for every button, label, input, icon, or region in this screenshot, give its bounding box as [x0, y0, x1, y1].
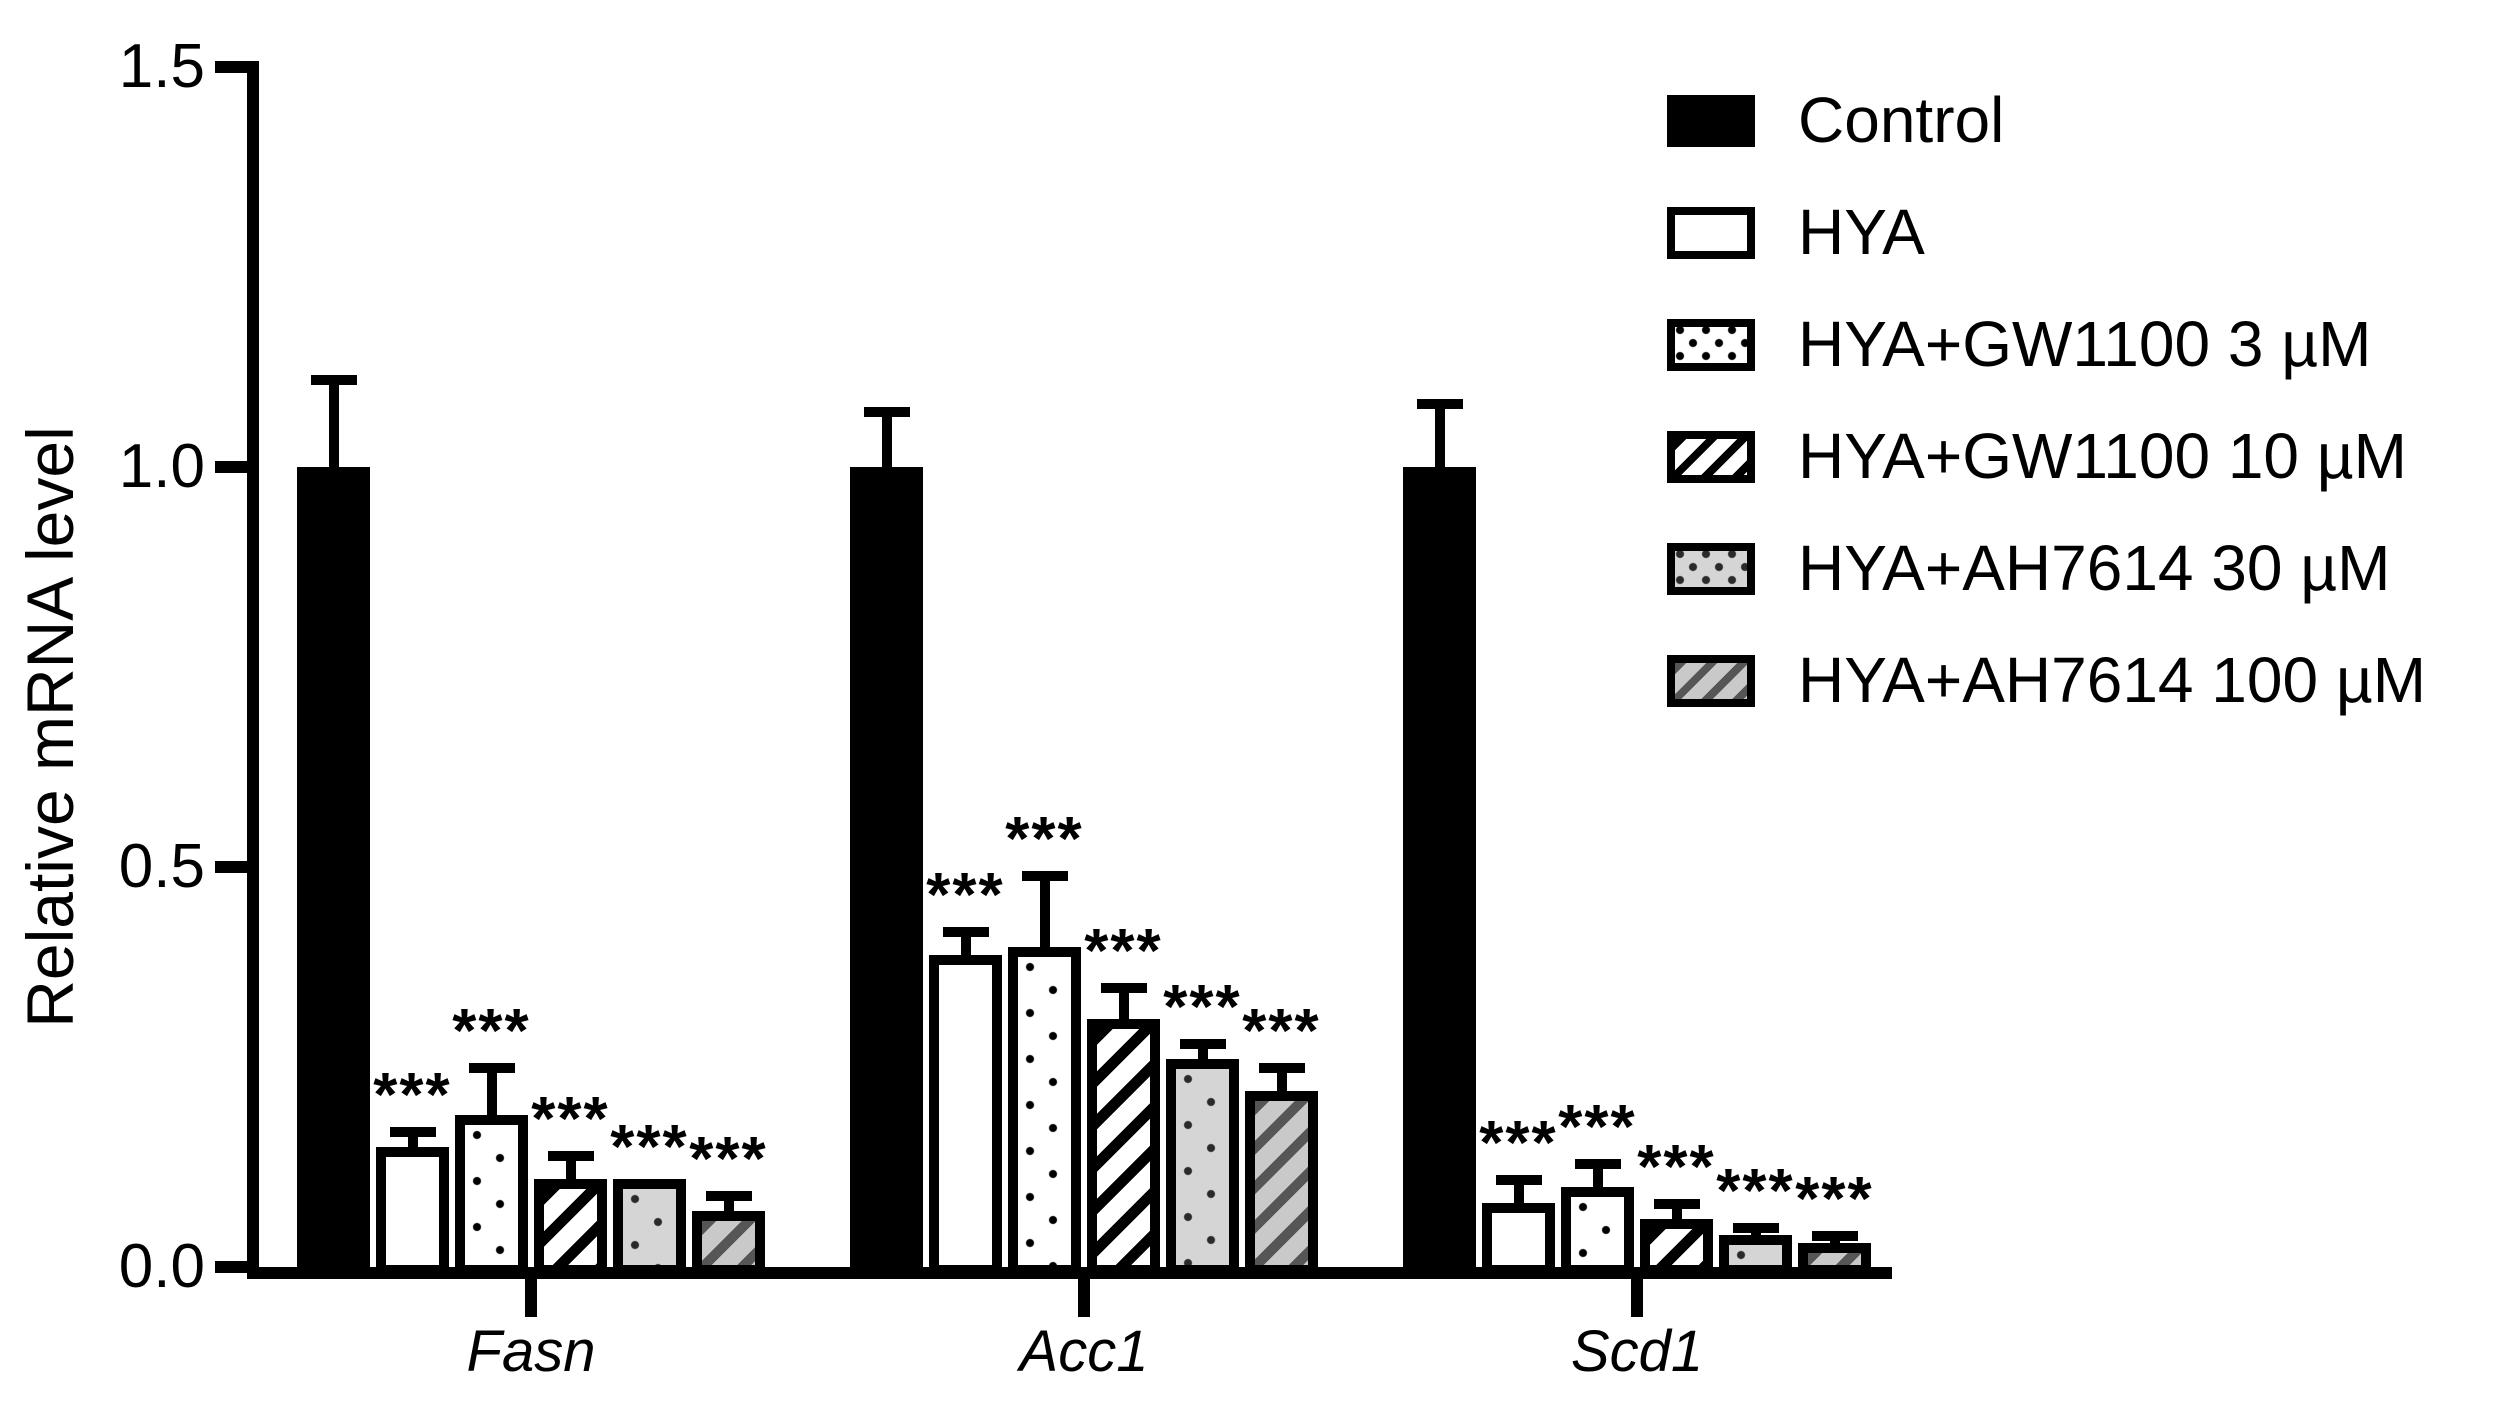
error-bar-cap — [1732, 1223, 1779, 1233]
x-tick — [1631, 1279, 1643, 1317]
x-category-label: Acc1 — [1019, 1319, 1149, 1384]
y-axis-line — [247, 61, 259, 1279]
significance-stars: *** — [926, 861, 1005, 930]
significance-stars: *** — [1795, 1165, 1874, 1234]
error-bar-stem — [1434, 403, 1445, 467]
error-bar-cap — [1653, 1199, 1700, 1209]
legend-swatch — [1667, 319, 1755, 371]
y-tick-label: 1.5 — [118, 32, 205, 101]
error-bar-cap — [547, 1151, 594, 1161]
bar — [376, 1147, 449, 1275]
significance-stars: *** — [373, 1061, 452, 1130]
y-tick — [215, 461, 253, 473]
legend-swatch — [1667, 207, 1755, 259]
significance-stars: *** — [610, 1113, 689, 1182]
error-bar-cap — [1811, 1231, 1858, 1241]
error-bar-stem — [1197, 1043, 1208, 1059]
y-tick-label: 1.0 — [118, 432, 205, 501]
legend-swatch — [1667, 655, 1755, 707]
legend-label: HYA+AH7614 100 µM — [1798, 644, 2427, 716]
significance-stars: *** — [531, 1085, 610, 1154]
y-tick-label: 0.0 — [118, 1232, 205, 1301]
error-bar-cap — [1179, 1039, 1226, 1049]
error-bar-stem — [1671, 1203, 1682, 1219]
significance-stars: *** — [689, 1125, 768, 1194]
error-bar-stem — [723, 1195, 734, 1211]
bar — [1008, 947, 1081, 1275]
error-bar-cap — [863, 407, 910, 417]
error-bar-stem — [1118, 987, 1129, 1019]
significance-stars: *** — [1005, 805, 1084, 874]
legend-label: Control — [1798, 84, 2005, 156]
significance-stars: *** — [1163, 973, 1242, 1042]
bar — [929, 955, 1002, 1275]
legend-swatch — [1667, 95, 1755, 147]
error-bar-cap — [1258, 1063, 1305, 1073]
bar — [1087, 1019, 1160, 1275]
error-bar-cap — [1495, 1175, 1542, 1185]
error-bar-cap — [468, 1063, 515, 1073]
bar — [1798, 1243, 1871, 1275]
error-bar-stem — [881, 411, 892, 467]
legend-swatch — [1667, 543, 1755, 595]
y-tick-label: 0.5 — [118, 832, 205, 901]
significance-stars: *** — [1242, 997, 1321, 1066]
error-bar-cap — [310, 375, 357, 385]
error-bar-stem — [1039, 875, 1050, 947]
bar — [692, 1211, 765, 1275]
error-bar-stem — [1276, 1067, 1287, 1091]
bar — [1245, 1091, 1318, 1275]
error-bar-stem — [486, 1067, 497, 1115]
error-bar-stem — [1592, 1163, 1603, 1187]
legend-label: HYA+GW1100 3 µM — [1798, 308, 2372, 380]
error-bar-cap — [705, 1191, 752, 1201]
significance-stars: *** — [1558, 1093, 1637, 1162]
bar — [613, 1179, 686, 1275]
bar — [1719, 1235, 1792, 1275]
legend-swatch — [1667, 431, 1755, 483]
error-bar-cap — [1100, 983, 1147, 993]
bar — [1640, 1219, 1713, 1275]
x-category-label: Scd1 — [1570, 1319, 1704, 1384]
x-tick — [1078, 1279, 1090, 1317]
bar — [1482, 1203, 1555, 1275]
significance-stars: *** — [1084, 917, 1163, 986]
error-bar-cap — [1416, 399, 1463, 409]
y-tick — [215, 861, 253, 873]
legend-label: HYA — [1798, 196, 1925, 268]
y-tick — [215, 61, 253, 73]
error-bar-cap — [389, 1127, 436, 1137]
error-bar-stem — [960, 931, 971, 955]
x-tick — [525, 1279, 537, 1317]
legend-label: HYA+AH7614 30 µM — [1798, 532, 2391, 604]
bar — [297, 467, 370, 1275]
error-bar-stem — [565, 1155, 576, 1179]
significance-stars: *** — [452, 997, 531, 1066]
error-bar-cap — [942, 927, 989, 937]
significance-stars: *** — [1479, 1109, 1558, 1178]
bar — [455, 1115, 528, 1275]
error-bar-stem — [407, 1131, 418, 1147]
bar — [534, 1179, 607, 1275]
bar — [1403, 467, 1476, 1275]
legend-label: HYA+GW1100 10 µM — [1798, 420, 2407, 492]
x-category-label: Fasn — [466, 1319, 596, 1384]
bar — [1561, 1187, 1634, 1275]
error-bar-stem — [1513, 1179, 1524, 1203]
significance-stars: *** — [1716, 1157, 1795, 1226]
error-bar-stem — [328, 379, 339, 467]
bar — [850, 467, 923, 1275]
y-tick — [215, 1261, 253, 1273]
significance-stars: *** — [1637, 1133, 1716, 1202]
bar — [1166, 1059, 1239, 1275]
error-bar-cap — [1021, 871, 1068, 881]
error-bar-cap — [1574, 1159, 1621, 1169]
